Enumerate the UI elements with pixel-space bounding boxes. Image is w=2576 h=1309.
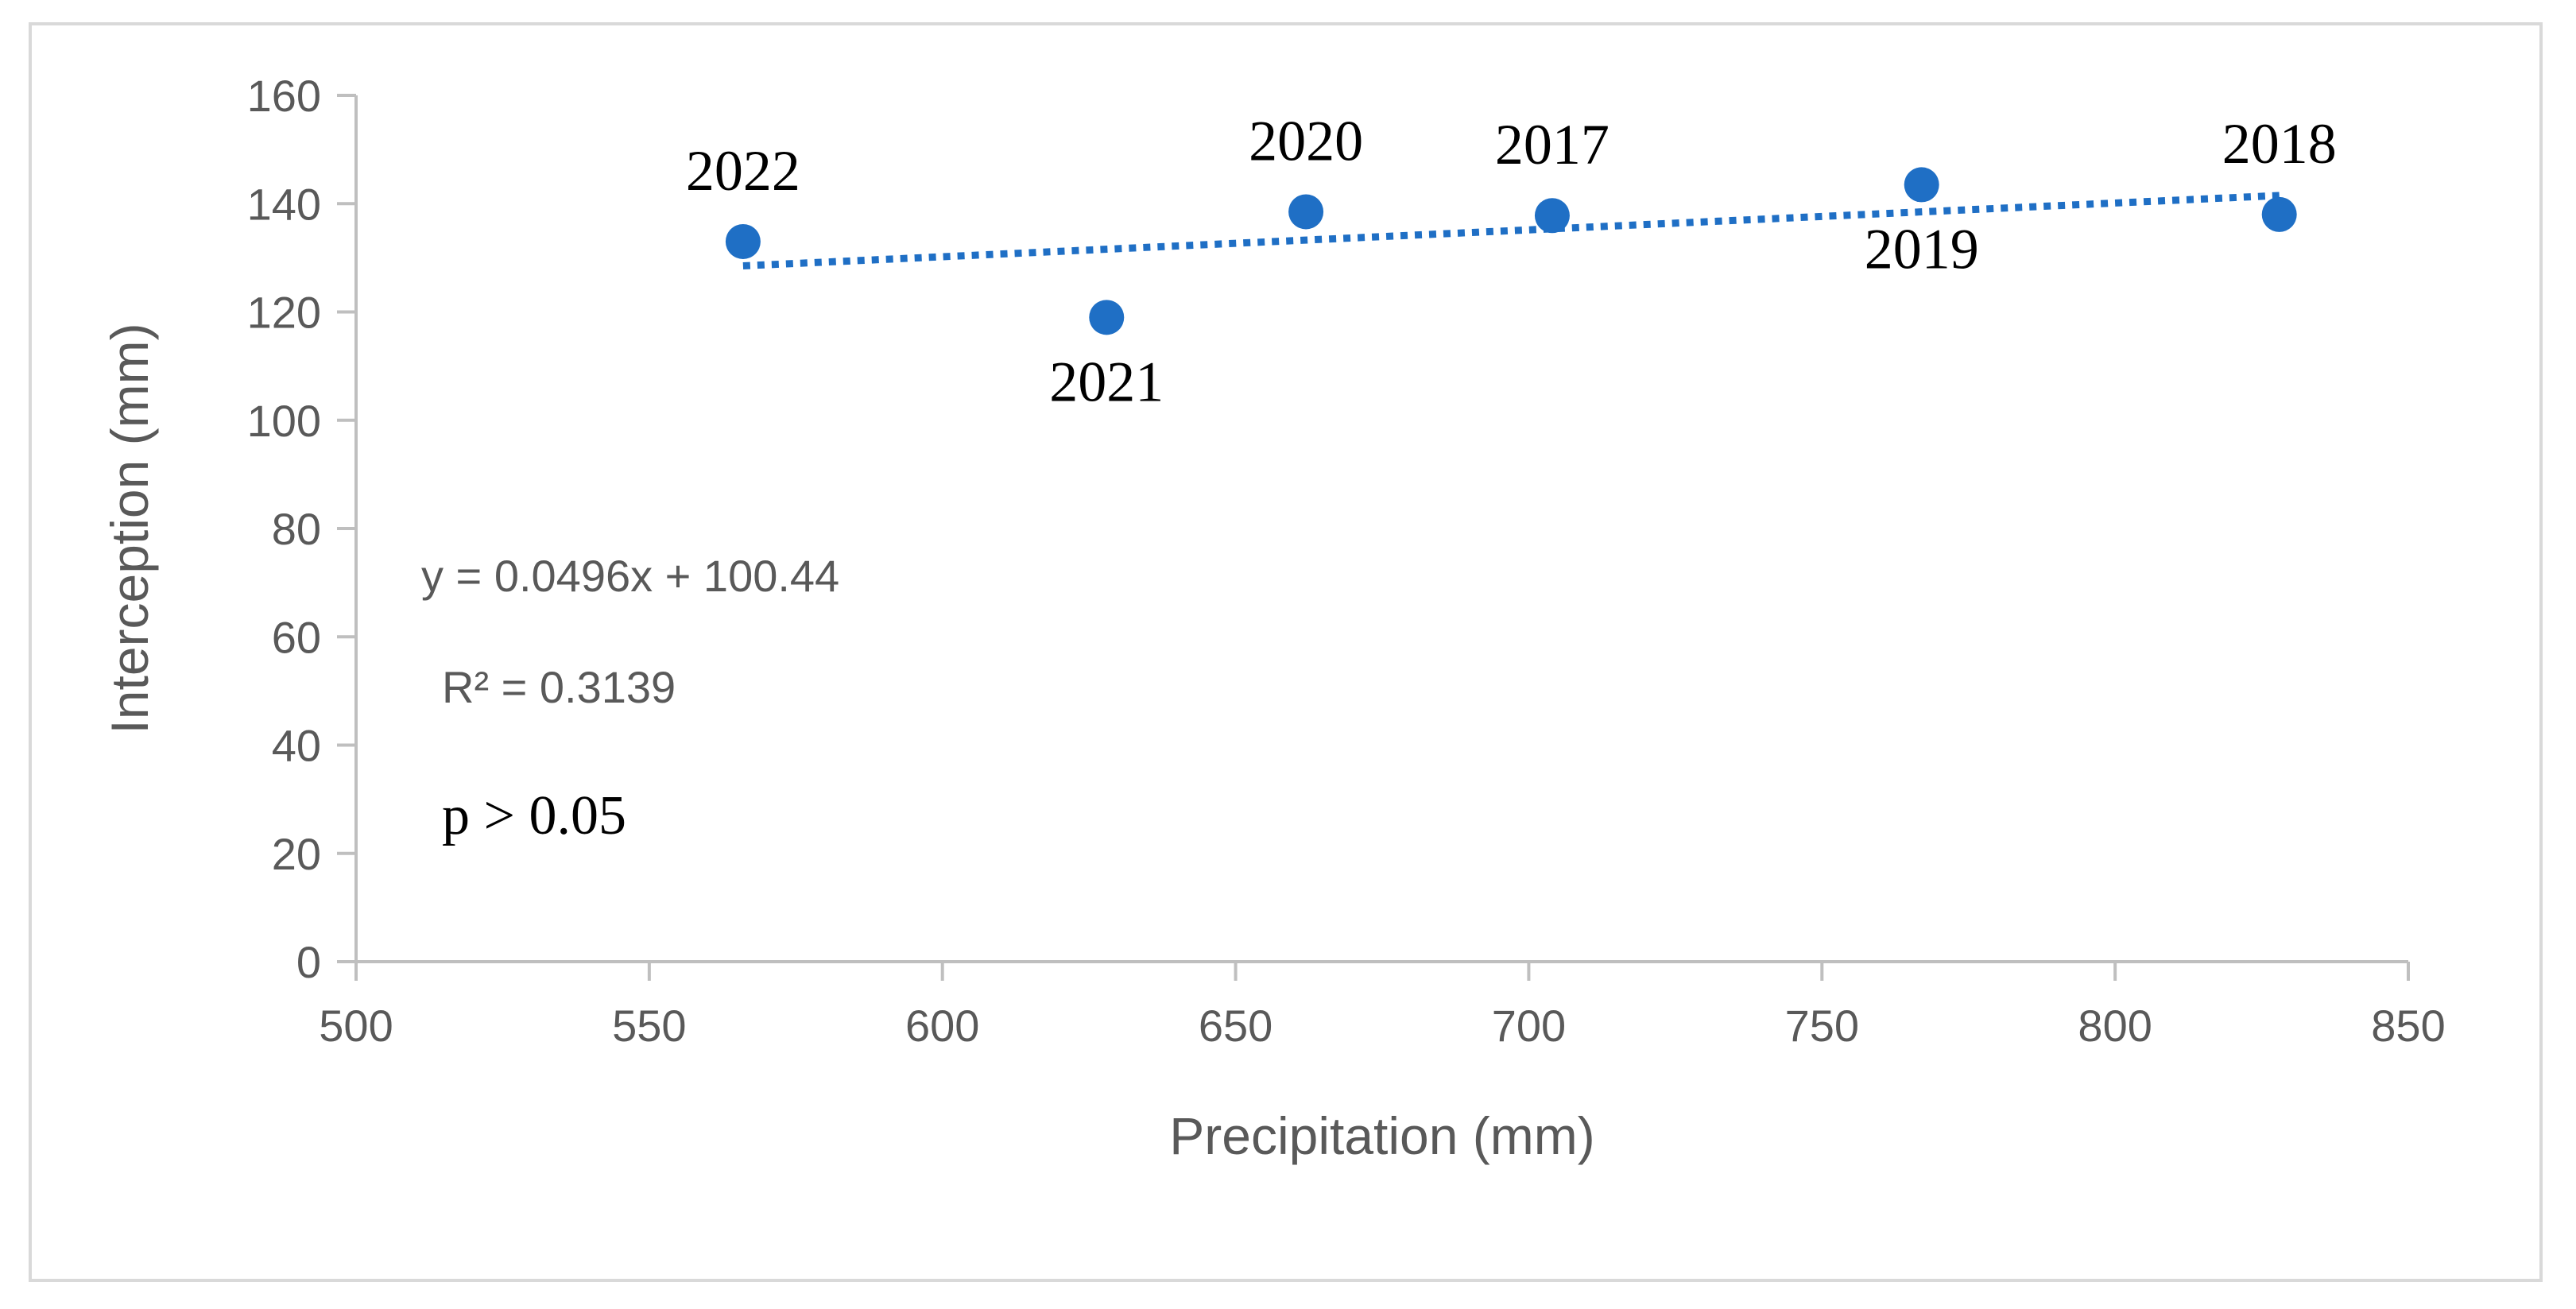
- r-squared-label: R² = 0.3139: [442, 662, 676, 712]
- point-labels: 2022 2021 2020 2017 2019 2018: [686, 109, 2337, 413]
- y-tick-label: 80: [272, 504, 321, 554]
- data-point: [1534, 198, 1570, 234]
- point-label: 2021: [1049, 350, 1164, 413]
- data-points: [725, 167, 2297, 335]
- y-tick-label: 60: [272, 612, 321, 662]
- x-axis-title: Precipitation (mm): [1169, 1106, 1594, 1165]
- y-axis-title: Interception (mm): [100, 323, 159, 734]
- y-tick-label: 140: [247, 179, 321, 229]
- x-tick-label: 750: [1785, 1001, 1859, 1051]
- y-tick-label: 160: [247, 71, 321, 121]
- data-point: [2261, 196, 2297, 232]
- y-tick-label: 120: [247, 288, 321, 338]
- x-tick-label: 850: [2371, 1001, 2445, 1051]
- axes: [337, 94, 2410, 981]
- x-tick-label: 550: [612, 1001, 686, 1051]
- point-label: 2022: [686, 139, 800, 203]
- y-tick-label: 100: [247, 396, 321, 446]
- y-tick-label: 0: [296, 937, 321, 987]
- p-value-label: p > 0.05: [442, 785, 626, 846]
- point-label: 2019: [1865, 217, 1979, 281]
- x-tick-label: 600: [905, 1001, 979, 1051]
- scatter-chart: 0 20 40 60 80 100 120 140 160 500 550 600 650 700 750 8…: [100, 71, 2446, 1165]
- y-tick-label: 40: [272, 721, 321, 771]
- data-point: [1089, 300, 1125, 335]
- data-point: [1904, 167, 1939, 203]
- x-tick-label: 800: [2078, 1001, 2152, 1051]
- trendline: [742, 192, 2280, 269]
- point-label: 2018: [2222, 112, 2337, 176]
- data-point: [1288, 194, 1324, 230]
- data-point: [725, 223, 761, 259]
- y-tick-label: 20: [272, 829, 321, 879]
- x-tick-label: 650: [1199, 1001, 1273, 1051]
- trendline-group: [742, 192, 2280, 269]
- tick-labels: 0 20 40 60 80 100 120 140 160 500 550 600 650 700 750 8…: [247, 71, 2446, 1051]
- point-label: 2020: [1249, 109, 1363, 172]
- x-tick-label: 700: [1492, 1001, 1566, 1051]
- x-tick-label: 500: [319, 1001, 393, 1051]
- trendline-equation: y = 0.0496x + 100.44: [421, 551, 839, 601]
- point-label: 2017: [1495, 113, 1610, 176]
- chart-frame: 0 20 40 60 80 100 120 140 160 500 550 600 650 700 750 8…: [29, 22, 2543, 1282]
